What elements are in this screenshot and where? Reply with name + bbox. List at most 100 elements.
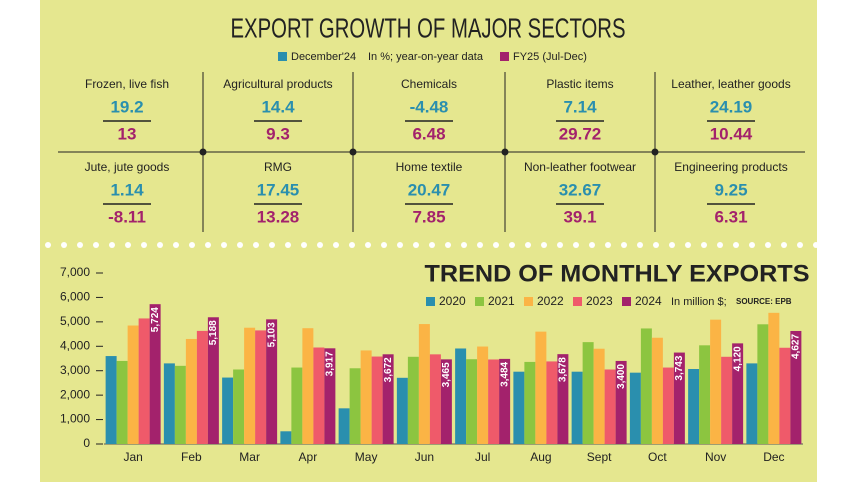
separator-dot (701, 242, 707, 248)
bar (699, 345, 711, 444)
bar (207, 317, 219, 444)
fy25-value: 7.85 (412, 207, 445, 226)
legend-label: 2023 (586, 294, 613, 308)
separator-dot (333, 242, 339, 248)
december-value: 7.14 (563, 97, 597, 116)
bar (768, 312, 780, 444)
bar (396, 377, 408, 444)
bar (338, 408, 350, 444)
sector-name: Chemicals (401, 77, 457, 91)
value-label: 3,743 (674, 355, 685, 380)
bar (790, 330, 802, 444)
bar (535, 331, 547, 444)
bar (360, 350, 372, 444)
bar (324, 348, 336, 444)
y-tick-label: 2,000 (60, 387, 90, 401)
x-tick-label: Aug (530, 450, 551, 464)
december-value: 19.2 (110, 97, 143, 116)
separator-dot (797, 242, 803, 248)
bar (233, 369, 245, 444)
bar (513, 371, 525, 444)
separator-dot (733, 242, 739, 248)
bar (280, 431, 292, 444)
value-label: 4,120 (732, 346, 743, 371)
bar (244, 327, 256, 444)
fy25-value: 39.1 (563, 207, 596, 226)
december-value: 9.25 (714, 180, 747, 199)
separator-dot (653, 242, 659, 248)
december-value: -4.48 (410, 97, 449, 116)
separator-dot (173, 242, 179, 248)
separator-dot (365, 242, 371, 248)
fy25-value: 6.48 (412, 124, 445, 143)
legend-swatch (278, 52, 287, 61)
bar (571, 371, 583, 444)
separator-dot (109, 242, 115, 248)
bar (174, 365, 186, 444)
x-tick-label: Jul (475, 450, 490, 464)
legend-label: 2022 (537, 294, 564, 308)
bar (127, 325, 139, 444)
y-tick-label: 0 (83, 436, 90, 450)
separator-dot (717, 242, 723, 248)
bar (488, 359, 500, 444)
separator-dot (317, 242, 323, 248)
december-value: 20.47 (408, 180, 451, 199)
legend-swatch (500, 52, 509, 61)
bar (138, 318, 150, 444)
fy25-value: 6.31 (714, 207, 747, 226)
x-tick-label: Jan (123, 450, 142, 464)
unit-note: In million $; (671, 296, 727, 308)
value-label: 3,465 (441, 362, 452, 387)
bar (407, 356, 419, 444)
sector-name: Plastic items (546, 77, 613, 91)
separator-dot (349, 242, 355, 248)
bar (688, 369, 700, 444)
separator-dot (77, 242, 83, 248)
legend-swatch (573, 297, 582, 306)
y-tick-label: 7,000 (60, 265, 90, 279)
bar (557, 354, 569, 444)
bar (546, 361, 558, 444)
bar (746, 363, 758, 444)
separator-dot (141, 242, 147, 248)
legend-note: In %; year-on-year data (368, 51, 484, 63)
separator-dot (205, 242, 211, 248)
bar (149, 304, 161, 444)
x-tick-label: Feb (181, 450, 202, 464)
bar (673, 352, 685, 444)
value-label: 3,672 (383, 357, 394, 382)
bar (349, 368, 361, 444)
x-tick-label: May (355, 450, 378, 464)
y-tick-label: 5,000 (60, 314, 90, 328)
bar (222, 377, 234, 444)
bar (455, 348, 467, 444)
sector-name: Home textile (396, 160, 463, 174)
bar (710, 319, 722, 444)
fy25-value: 29.72 (559, 124, 602, 143)
separator-dot (269, 242, 275, 248)
value-label: 5,188 (208, 320, 219, 345)
separator-dot (381, 242, 387, 248)
bar (185, 338, 197, 444)
separator-dot (525, 242, 531, 248)
separator-dot (765, 242, 771, 248)
bar (382, 354, 394, 444)
separator-dot (253, 242, 259, 248)
separator-dot (685, 242, 691, 248)
bar (499, 358, 511, 444)
separator-dot (813, 242, 819, 248)
december-value: 32.67 (559, 180, 602, 199)
separator-dot (125, 242, 131, 248)
bar (163, 363, 175, 444)
fy25-value: 10.44 (710, 124, 753, 143)
bar (640, 328, 652, 444)
separator-dot (509, 242, 515, 248)
separator-dot (93, 242, 99, 248)
bar (604, 369, 616, 444)
bar (615, 360, 627, 444)
sector-name: Leather, leather goods (671, 77, 790, 91)
bar (440, 359, 452, 444)
fy25-value: 13.28 (257, 207, 300, 226)
